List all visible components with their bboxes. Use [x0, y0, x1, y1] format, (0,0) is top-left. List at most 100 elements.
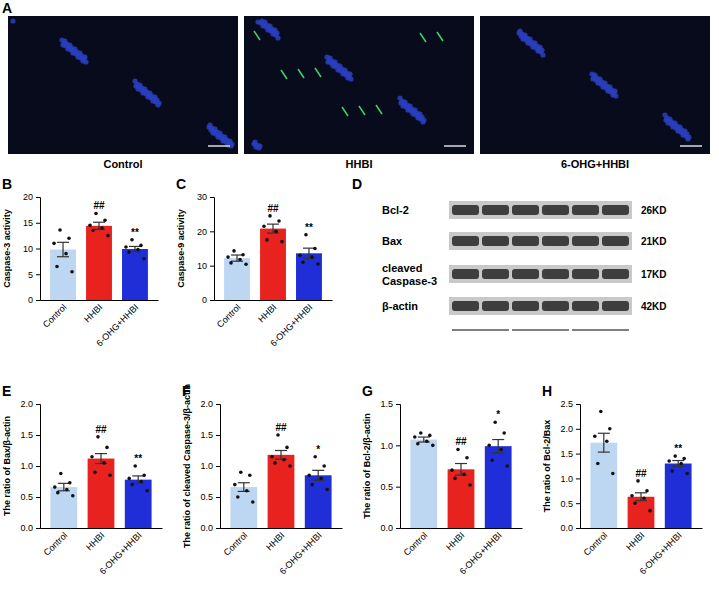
- tick-label: Control: [402, 530, 430, 558]
- axis-title: The ratio of Bcl-2/β-actin: [362, 413, 372, 519]
- error-stem: [138, 476, 139, 483]
- tick-label: 15: [23, 218, 33, 228]
- data-point: [493, 420, 497, 424]
- data-point: [55, 265, 59, 269]
- data-point: [685, 472, 689, 476]
- data-point: [136, 248, 140, 252]
- bar: [628, 497, 655, 528]
- blot-band: [512, 301, 539, 311]
- data-point: [106, 234, 110, 238]
- tick: Control: [215, 300, 243, 330]
- tick: 0.0: [20, 523, 40, 533]
- tick-label: 0.5: [560, 499, 573, 509]
- x-axis: ControlHHBI6-OHG+HHBI: [41, 528, 163, 576]
- y-axis: 05101520: [23, 192, 41, 305]
- error-stem: [308, 248, 309, 258]
- error-bar: [275, 451, 287, 460]
- data-point: [280, 240, 284, 244]
- data-point: [232, 249, 236, 253]
- blot-label: Bcl-2: [382, 204, 409, 216]
- y-axis: 0.00.51.01.52.02.5: [560, 399, 580, 533]
- tick: Control: [582, 528, 610, 558]
- data-point: [90, 455, 94, 459]
- bar: [260, 229, 286, 300]
- tick-mark: [36, 274, 40, 275]
- tick-mark: [576, 454, 580, 455]
- error-cap: [93, 222, 105, 223]
- nucleus: [255, 19, 260, 24]
- tick-label: 0.0: [380, 523, 393, 533]
- image-label: HHBI: [346, 158, 373, 170]
- data-point: [611, 472, 615, 476]
- nucleus: [516, 30, 521, 35]
- error-stem: [640, 493, 641, 501]
- error-stem: [100, 454, 101, 464]
- tick: 2.0: [20, 399, 40, 409]
- group-underline: [452, 330, 509, 331]
- tick-label: 0: [28, 295, 33, 305]
- green-signal: [420, 33, 426, 42]
- error-stem: [63, 483, 64, 490]
- plot-area: [50, 435, 151, 528]
- significance: **: [134, 453, 142, 464]
- x-axis: ControlHHBI6-OHG+HHBI: [581, 528, 703, 576]
- tick-mark: [36, 404, 40, 405]
- error-cap: [275, 450, 287, 451]
- data-point: [103, 218, 107, 222]
- tick-mark: [210, 266, 214, 267]
- tick: HHBI: [84, 528, 106, 552]
- western-blot: Bcl-226KDBax21KDcleavedCaspase-317KDβ-ac…: [382, 201, 667, 330]
- error-bar: [58, 483, 70, 490]
- error-cap: [672, 466, 684, 467]
- blot-label-line: cleaved: [382, 262, 422, 274]
- data-point: [599, 410, 603, 414]
- data-point: [130, 238, 134, 242]
- error-stem: [460, 464, 461, 476]
- data-point: [642, 496, 646, 500]
- axis-line: [41, 528, 163, 529]
- blot-band: [572, 205, 599, 215]
- error-cap: [312, 480, 324, 481]
- blot-label: β-actin: [382, 300, 418, 312]
- x-axis: ControlHHBI6-OHG+HHBI: [215, 300, 333, 348]
- error-stem: [280, 451, 281, 460]
- error-cap: [132, 475, 144, 476]
- tick: 6-OHG+HHBI: [94, 300, 140, 348]
- axis-line: [221, 528, 343, 529]
- data-point: [270, 455, 274, 459]
- blot-band: [542, 301, 569, 311]
- data-point: [94, 212, 98, 216]
- bar: [448, 469, 475, 528]
- error-cap: [303, 248, 315, 249]
- data-point: [241, 253, 245, 257]
- axis-title: Caspase-3 activity: [2, 209, 12, 288]
- green-signal: [359, 106, 365, 115]
- plot-area: [230, 433, 331, 528]
- error-stem: [243, 483, 244, 492]
- green-signal: [298, 69, 304, 78]
- bar: [224, 258, 250, 300]
- bar: [125, 480, 152, 528]
- tick-label: 1.0: [560, 474, 573, 484]
- tick-label: 1.0: [200, 461, 213, 471]
- significance: ##: [635, 468, 647, 479]
- error-cap: [231, 254, 243, 255]
- micrograph: [244, 16, 474, 154]
- error-cap: [418, 436, 430, 437]
- tick: 0: [28, 295, 40, 305]
- axis-line: [36, 405, 41, 529]
- tick-label: HHBI: [256, 302, 278, 324]
- chart: 0.00.51.01.5ControlHHBI6-OHG+HHBIThe rat…: [362, 399, 523, 576]
- error-bar: [312, 470, 324, 480]
- chart: 0.00.51.01.52.02.5ControlHHBI6-OHG+HHBIT…: [542, 399, 703, 576]
- tick-mark: [216, 404, 220, 405]
- tick-mark: [36, 497, 40, 498]
- error-bar: [635, 493, 647, 501]
- data-point: [236, 495, 240, 499]
- blot-band: [602, 269, 629, 279]
- error-cap: [635, 492, 647, 493]
- blot-label-line: β-actin: [382, 300, 418, 312]
- tick-label: 1.5: [200, 430, 213, 440]
- tick: 30: [197, 192, 214, 202]
- tick-label: 0.5: [200, 492, 213, 502]
